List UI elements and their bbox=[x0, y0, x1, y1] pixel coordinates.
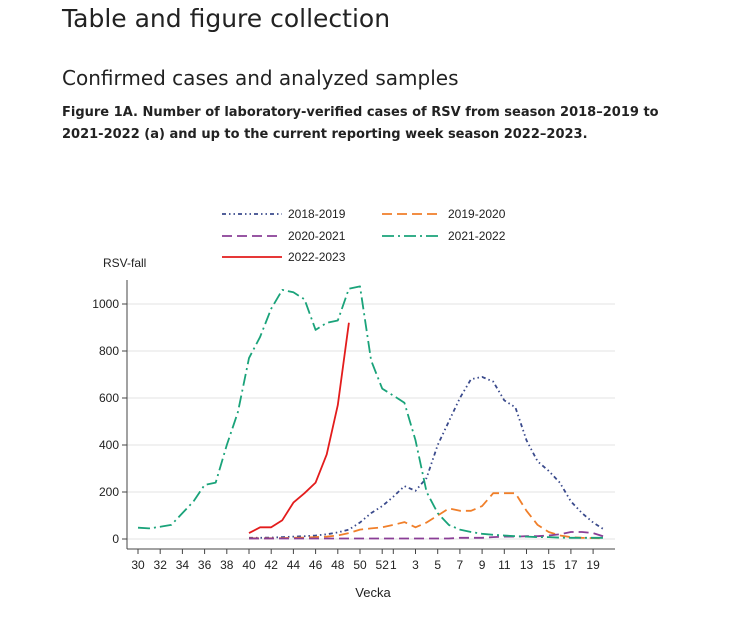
x-tick-label: 48 bbox=[331, 558, 345, 572]
y-tick-label: 200 bbox=[99, 485, 119, 499]
series-line-2022-2023 bbox=[248, 322, 350, 534]
chart-legend: 2018-2019 2019-2020 2020-2021 2021-2022 2022… bbox=[222, 207, 506, 264]
x-tick-label: 1 bbox=[390, 558, 397, 572]
y-tick-label: 1000 bbox=[92, 297, 119, 311]
series-line-2021-2022 bbox=[137, 285, 605, 539]
x-tick-label: 34 bbox=[176, 558, 190, 572]
x-tick-label: 3 bbox=[412, 558, 419, 572]
series-line-2019-2020 bbox=[249, 492, 605, 540]
x-tick-label: 42 bbox=[265, 558, 279, 572]
figure-caption: Figure 1A. Number of laboratory-verified… bbox=[62, 105, 659, 142]
legend-label-2022-2023: 2022-2023 bbox=[288, 250, 346, 264]
x-tick-label: 17 bbox=[564, 558, 578, 572]
section-title: Confirmed cases and analyzed samples bbox=[62, 66, 459, 90]
x-tick-label: 46 bbox=[309, 558, 323, 572]
x-tick-label: 19 bbox=[586, 558, 600, 572]
y-tick-label: 800 bbox=[99, 344, 119, 358]
x-axis-label: Vecka bbox=[355, 585, 391, 600]
x-tick-label: 36 bbox=[198, 558, 212, 572]
chart-series bbox=[137, 285, 605, 540]
x-tick-label: 11 bbox=[498, 558, 511, 572]
legend-label-2019-2020: 2019-2020 bbox=[448, 207, 506, 221]
x-tick-label: 40 bbox=[242, 558, 256, 572]
legend-label-2018-2019: 2018-2019 bbox=[288, 207, 346, 221]
y-tick-label: 400 bbox=[99, 438, 119, 452]
legend-label-2021-2022: 2021-2022 bbox=[448, 229, 506, 243]
x-tick-label: 32 bbox=[154, 558, 168, 572]
y-tick-label: 600 bbox=[99, 391, 119, 405]
x-tick-label: 13 bbox=[520, 558, 534, 572]
y-tick-label: 0 bbox=[112, 532, 119, 546]
legend-label-2020-2021: 2020-2021 bbox=[288, 229, 346, 243]
chart-axes: 0 200 400 600 800 1000 30 32 34 36 38 40 42 44 46 48 50 5… bbox=[92, 280, 615, 572]
x-tick-label: 38 bbox=[220, 558, 234, 572]
x-tick-label: 7 bbox=[457, 558, 464, 572]
x-tick-label: 15 bbox=[542, 558, 556, 572]
y-axis-label: RSV-fall bbox=[103, 256, 146, 270]
x-tick-label: 30 bbox=[131, 558, 145, 572]
x-tick-label: 44 bbox=[287, 558, 301, 572]
x-tick-label: 50 bbox=[353, 558, 367, 572]
x-tick-label: 9 bbox=[479, 558, 486, 572]
x-tick-label: 5 bbox=[434, 558, 441, 572]
page-title: Table and figure collection bbox=[62, 4, 391, 33]
chart-grid bbox=[127, 303, 615, 540]
series-line-2018-2019 bbox=[249, 375, 605, 539]
x-tick-label: 52 bbox=[376, 558, 390, 572]
